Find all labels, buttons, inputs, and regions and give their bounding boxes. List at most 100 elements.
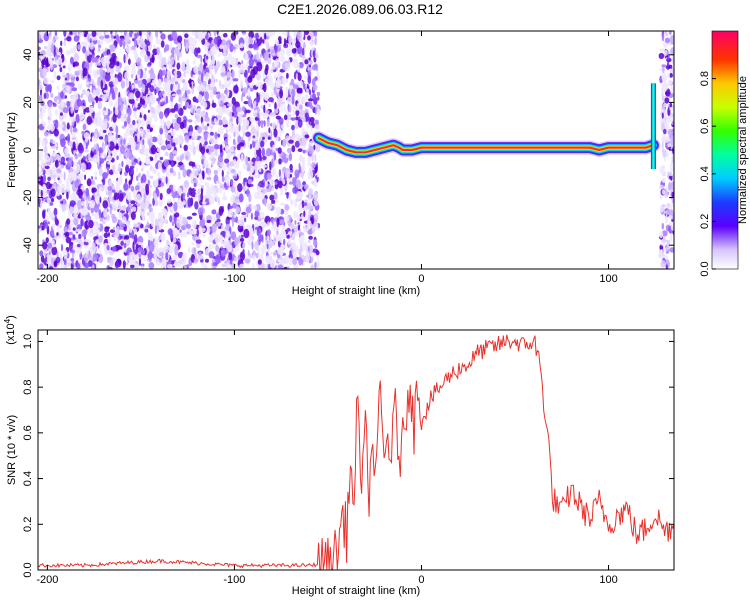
noise-speckle [263, 104, 266, 114]
noise-speckle [102, 51, 108, 56]
noise-speckle [173, 260, 178, 267]
noise-speckle [226, 151, 232, 160]
noise-speckle [265, 31, 272, 37]
noise-speckle [73, 52, 80, 63]
noise-speckle [188, 187, 193, 196]
noise-speckle [225, 262, 231, 269]
noise-speckle [73, 251, 76, 260]
noise-speckle [172, 170, 177, 177]
noise-speckle [187, 119, 193, 123]
noise-speckle [273, 251, 276, 256]
noise-speckle [661, 64, 667, 68]
noise-speckle [88, 105, 95, 114]
noise-speckle [215, 245, 220, 252]
noise-speckle [109, 207, 112, 215]
noise-speckle [210, 153, 214, 158]
noise-speckle [127, 193, 132, 202]
noise-speckle [167, 55, 171, 66]
noise-speckle [148, 206, 151, 210]
noise-speckle [160, 118, 165, 125]
noise-speckle [173, 192, 180, 198]
noise-speckle [230, 168, 236, 174]
noise-speckle [182, 231, 188, 238]
noise-speckle [38, 84, 43, 91]
noise-speckle [288, 181, 293, 185]
noise-speckle [247, 87, 251, 98]
noise-speckle [165, 95, 169, 104]
noise-speckle [183, 179, 189, 189]
noise-speckle [137, 116, 141, 126]
noise-speckle [154, 200, 159, 207]
noise-speckle [43, 77, 49, 85]
noise-speckle [661, 112, 664, 119]
noise-speckle [263, 82, 267, 93]
noise-speckle [46, 197, 51, 203]
noise-speckle [659, 48, 665, 53]
noise-speckle [113, 35, 116, 39]
noise-speckle [49, 202, 54, 206]
noise-speckle [53, 207, 58, 216]
noise-speckle [661, 91, 664, 100]
noise-speckle [281, 76, 286, 86]
noise-speckle [124, 91, 128, 95]
noise-speckle [63, 40, 66, 47]
colorbar-label: Normalized spectral amplitude [737, 76, 749, 224]
noise-speckle [262, 136, 265, 140]
noise-speckle [237, 254, 241, 260]
noise-speckle [255, 252, 259, 259]
noise-speckle [313, 200, 319, 207]
noise-speckle [45, 181, 51, 190]
noise-speckle [92, 253, 99, 262]
noise-speckle [296, 87, 302, 94]
noise-speckle [276, 217, 280, 228]
noise-speckle [281, 155, 284, 163]
noise-speckle [137, 242, 143, 246]
colorbar-gradient [711, 30, 739, 270]
noise-speckle [170, 94, 174, 103]
y-tick-label: 0.6 [22, 425, 34, 440]
noise-speckle [195, 193, 199, 198]
noise-speckle [225, 128, 229, 134]
noise-speckle [270, 68, 274, 74]
noise-speckle [249, 39, 254, 44]
noise-speckle [250, 227, 254, 236]
noise-speckle [160, 233, 166, 242]
noise-speckle [274, 101, 277, 111]
noise-speckle [72, 217, 79, 226]
noise-speckle [122, 260, 126, 269]
noise-speckle [178, 200, 182, 205]
noise-speckle [272, 52, 276, 56]
noise-speckle [221, 164, 227, 171]
noise-speckle [287, 31, 290, 40]
noise-speckle [243, 228, 250, 239]
noise-speckle [97, 98, 103, 102]
noise-speckle [138, 257, 142, 267]
noise-speckle [43, 92, 47, 99]
noise-speckle [89, 61, 93, 68]
noise-speckle [257, 120, 261, 127]
noise-speckle [268, 127, 271, 134]
noise-speckle [123, 39, 125, 50]
noise-speckle [69, 205, 75, 214]
noise-speckle [162, 93, 167, 98]
noise-speckle [254, 226, 261, 231]
noise-speckle [136, 167, 138, 173]
noise-speckle [180, 214, 183, 223]
multiplier-exponent: 4 [3, 318, 12, 323]
noise-speckle [307, 220, 313, 229]
noise-speckle [225, 60, 229, 67]
noise-speckle [669, 102, 673, 108]
noise-speckle [290, 223, 294, 229]
noise-speckle [42, 210, 46, 219]
noise-speckle [210, 43, 214, 47]
noise-speckle [137, 247, 143, 253]
noise-speckle [245, 206, 252, 214]
noise-speckle [286, 72, 289, 79]
noise-speckle [314, 214, 319, 219]
noise-speckle [47, 176, 51, 181]
noise-speckle [62, 65, 66, 69]
noise-speckle [288, 152, 293, 162]
noise-speckle [206, 219, 212, 224]
noise-speckle [174, 81, 179, 85]
noise-speckle [139, 148, 145, 155]
